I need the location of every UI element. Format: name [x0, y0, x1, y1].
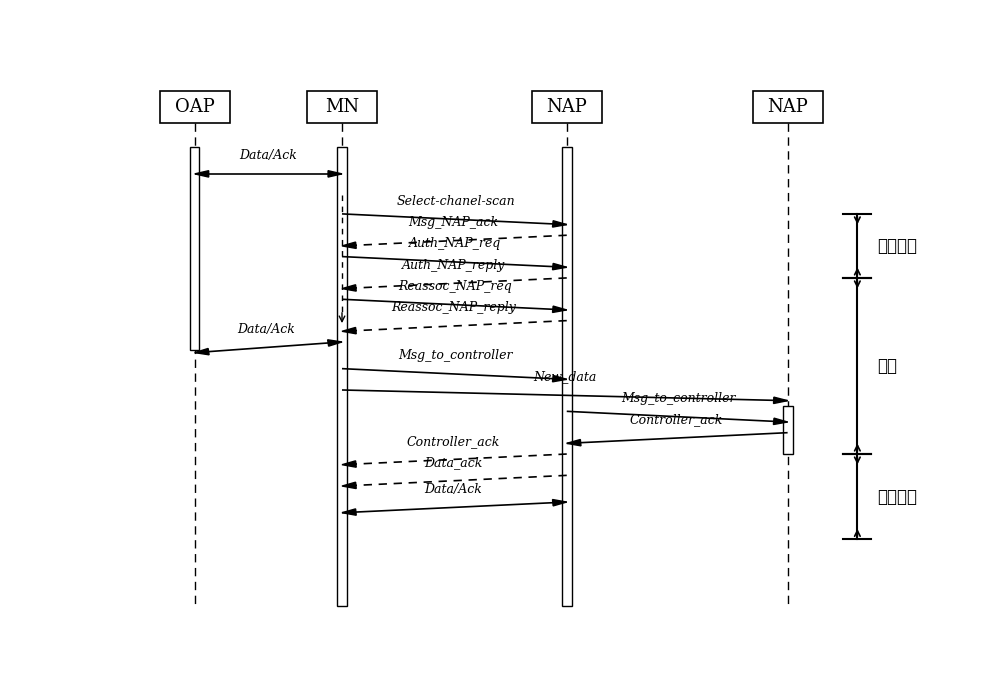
Bar [783, 406, 793, 454]
Polygon shape [553, 263, 567, 270]
Polygon shape [342, 461, 356, 467]
Bar [562, 147, 572, 606]
Text: Reassoc_NAP_reply: Reassoc_NAP_reply [391, 301, 516, 314]
Text: Reassoc_NAP_req: Reassoc_NAP_req [399, 280, 512, 293]
Polygon shape [774, 397, 788, 403]
Polygon shape [342, 482, 356, 489]
Bar [190, 147, 199, 350]
Polygon shape [195, 349, 209, 355]
Text: Msg_to_controller: Msg_to_controller [621, 392, 736, 405]
Text: Data_ack: Data_ack [424, 456, 482, 469]
Polygon shape [553, 376, 567, 382]
Text: 切换完成: 切换完成 [877, 488, 917, 506]
Text: NAP: NAP [546, 98, 587, 116]
Text: New_data: New_data [534, 371, 597, 384]
Polygon shape [342, 242, 356, 249]
Polygon shape [567, 439, 581, 446]
Text: Data/Ack: Data/Ack [424, 482, 482, 495]
Polygon shape [342, 509, 356, 516]
Bar [337, 147, 347, 606]
Bar [532, 91, 602, 123]
Text: Auth_NAP_req: Auth_NAP_req [409, 237, 502, 250]
Text: NAP: NAP [767, 98, 808, 116]
Text: Controller_ack: Controller_ack [629, 413, 723, 426]
Bar [753, 91, 822, 123]
Text: Msg_NAP_ack: Msg_NAP_ack [408, 216, 498, 229]
Polygon shape [553, 220, 567, 227]
Polygon shape [328, 170, 342, 177]
Polygon shape [195, 170, 209, 177]
Polygon shape [342, 285, 356, 291]
Text: Controller_ack: Controller_ack [407, 435, 500, 448]
Text: Msg_to_controller: Msg_to_controller [398, 349, 513, 362]
Text: 切换准备: 切换准备 [877, 237, 917, 255]
Text: OAP: OAP [175, 98, 215, 116]
Polygon shape [328, 340, 342, 346]
Text: Data/Ack: Data/Ack [238, 323, 296, 335]
Polygon shape [342, 327, 356, 334]
Polygon shape [773, 418, 788, 425]
Text: MN: MN [325, 98, 359, 116]
Polygon shape [553, 500, 567, 506]
Text: Data/Ack: Data/Ack [239, 149, 297, 162]
Polygon shape [553, 306, 567, 313]
Text: Select-chanel-scan: Select-chanel-scan [396, 195, 515, 207]
Text: 切换: 切换 [877, 357, 897, 375]
Bar [307, 91, 377, 123]
Text: Auth_NAP_reply: Auth_NAP_reply [402, 258, 505, 272]
Bar [160, 91, 230, 123]
